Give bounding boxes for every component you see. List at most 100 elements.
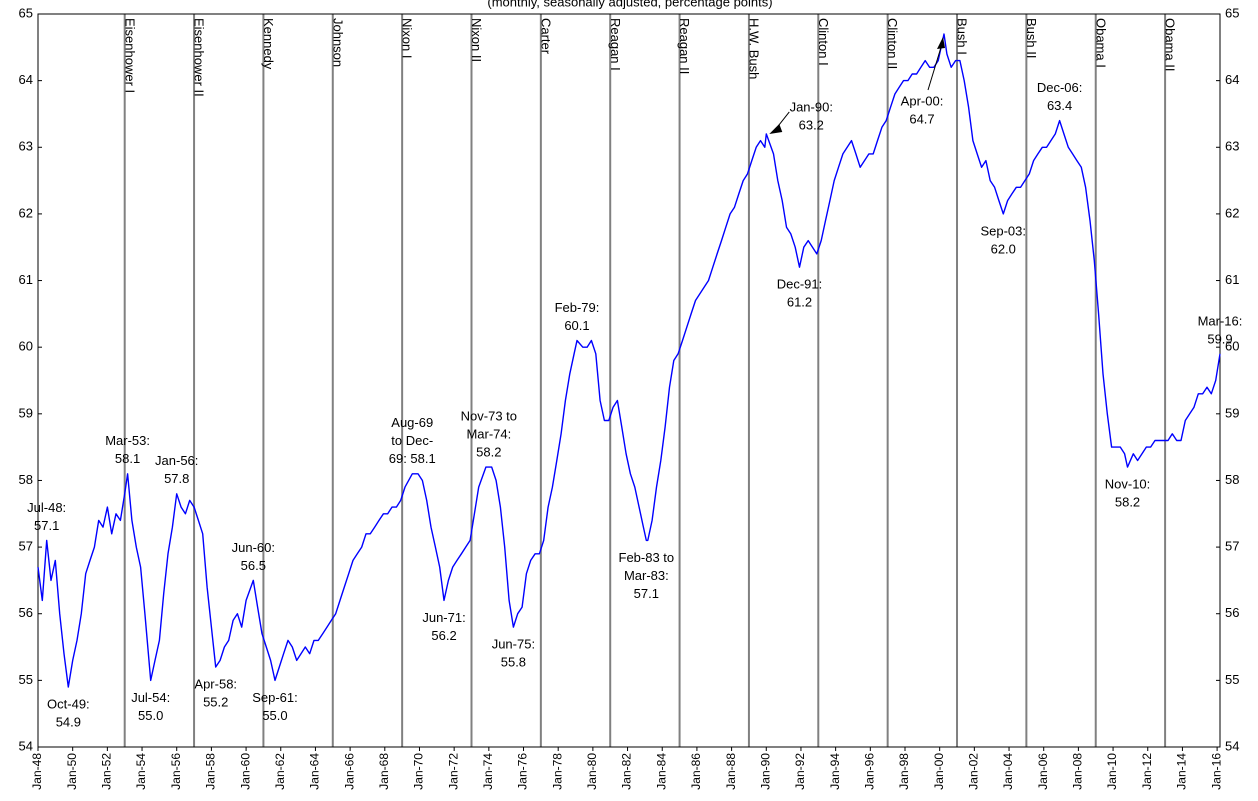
annotation-label: 60.1 <box>564 318 589 333</box>
x-tick-label: Jan-56 <box>169 753 183 790</box>
y-tick-label: 56 <box>1225 605 1239 620</box>
y-axis-right: 54 55 56 57 58 59 60 61 62 63 64 65 <box>1216 5 1239 753</box>
presidency-label: Obama I <box>1093 18 1108 68</box>
chart-subtitle: (monthly, seasonally adjusted, percentag… <box>487 0 772 9</box>
y-tick-label: 61 <box>1225 272 1239 287</box>
x-tick-label: Jan-72 <box>446 753 460 790</box>
annotation-label: 58.1 <box>115 451 140 466</box>
annotation-label: Jun-71: <box>422 610 465 625</box>
x-tick-label: Jan-70 <box>412 753 426 790</box>
x-tick-label: Jan-74 <box>481 753 495 790</box>
x-tick-label: Jan-84 <box>654 753 668 790</box>
annotation-label: Jul-54: <box>131 690 170 705</box>
presidency-label: Carter <box>538 18 553 55</box>
annotation-label: Apr-00: <box>901 93 944 108</box>
x-tick-label: Jan-66 <box>342 753 356 790</box>
x-tick-label: Jan-08 <box>1071 753 1085 790</box>
x-axis: Jan-48 Jan-50 Jan-52 Jan-54 Jan-56 Jan-58 Jan-… <box>30 747 1223 790</box>
annotation-label: Jul-48: <box>27 500 66 515</box>
x-tick-label: Jan-64 <box>308 753 322 790</box>
annotation-label: Sep-03: <box>980 223 1026 238</box>
presidency-dividers <box>123 14 1167 747</box>
annotation-label: 57.1 <box>634 586 659 601</box>
y-tick-label: 64 <box>1225 72 1239 87</box>
annotations: Jul-48: 57.1 Oct-49: 54.9 Mar-53: 58.1 Jul-54:… <box>27 36 1243 729</box>
annotation-label: Apr-58: <box>194 676 237 691</box>
annotation-label: 64.7 <box>909 111 934 126</box>
y-tick-label: 63 <box>1225 139 1239 154</box>
x-tick-label: Jan-60 <box>238 753 252 790</box>
y-tick-label: 55 <box>1225 672 1239 687</box>
x-tick-label: Jan-86 <box>689 753 703 790</box>
x-tick-label: Jan-48 <box>30 753 44 790</box>
y-tick-label: 59 <box>19 405 33 420</box>
x-tick-label: Jan-00 <box>932 753 946 790</box>
annotation-label: 58.2 <box>1115 495 1140 510</box>
x-tick-label: Jan-88 <box>724 753 738 790</box>
y-axis-left: 54 55 56 57 58 59 60 61 62 63 64 65 <box>19 5 42 753</box>
annotation-label: Feb-83 to <box>619 550 675 565</box>
annotation-label: Jan-56: <box>155 453 198 468</box>
y-tick-label: 62 <box>19 205 33 220</box>
annotation-label: Mar-74: <box>466 427 511 442</box>
annotation-label: 57.1 <box>34 518 59 533</box>
annotation-arrow <box>769 123 783 134</box>
presidency-label: Eisenhower II <box>192 18 207 97</box>
presidency-label: H.W. Bush <box>746 18 761 79</box>
y-tick-label: 64 <box>19 72 33 87</box>
annotation-label: Jun-60: <box>232 540 275 555</box>
annotation-leader <box>927 43 943 91</box>
x-tick-label: Jan-92 <box>793 753 807 790</box>
y-tick-label: 54 <box>1225 738 1239 753</box>
annotation-arrow <box>937 36 946 49</box>
x-tick-label: Jan-14 <box>1175 753 1189 790</box>
series-line <box>37 33 1221 688</box>
annotation-label: 54.9 <box>56 714 81 729</box>
presidency-label: Obama II <box>1163 18 1178 71</box>
y-tick-label: 62 <box>1225 205 1239 220</box>
y-tick-label: 60 <box>1225 339 1239 354</box>
presidency-label: Nixon II <box>469 18 484 62</box>
x-tick-label: Jan-52 <box>100 753 114 790</box>
annotation-label: Mar-16: <box>1198 313 1243 328</box>
annotation-label: 63.2 <box>799 117 824 132</box>
annotation-label: 55.0 <box>138 708 163 723</box>
y-tick-label: 63 <box>19 139 33 154</box>
x-tick-label: Jan-12 <box>1140 753 1154 790</box>
presidency-label: Bush II <box>1024 18 1039 58</box>
y-tick-label: 58 <box>1225 472 1239 487</box>
annotation-label: 56.2 <box>431 628 456 643</box>
annotation-label: Mar-83: <box>624 568 669 583</box>
x-tick-label: Jan-94 <box>828 753 842 790</box>
presidency-label: Reagan II <box>677 18 692 74</box>
x-tick-label: Jan-02 <box>967 753 981 790</box>
y-tick-label: 57 <box>19 539 33 554</box>
presidency-label: Johnson <box>330 18 345 67</box>
x-tick-label: Jan-76 <box>516 753 530 790</box>
annotation-label: 55.2 <box>203 694 228 709</box>
annotation-label: 56.5 <box>241 558 266 573</box>
annotation-label: Oct-49: <box>47 696 90 711</box>
x-tick-label: Jan-80 <box>585 753 599 790</box>
annotation-label: 55.8 <box>501 654 526 669</box>
x-tick-label: Jan-04 <box>1001 753 1015 790</box>
annotation-label: Jan-90: <box>790 99 833 114</box>
y-tick-label: 65 <box>19 5 33 20</box>
x-tick-label: Jan-10 <box>1105 753 1119 790</box>
annotation-label: Dec-06: <box>1037 80 1083 95</box>
annotation-label: 58.2 <box>476 445 501 460</box>
annotation-label: Dec-91: <box>777 277 823 292</box>
presidency-label: Clinton I <box>816 18 831 66</box>
plot-area <box>37 13 1221 748</box>
annotation-label: 62.0 <box>991 241 1016 256</box>
x-tick-label: Jan-54 <box>134 753 148 790</box>
annotation-label: 57.8 <box>164 471 189 486</box>
x-tick-label: Jan-62 <box>273 753 287 790</box>
annotation-label: to Dec- <box>391 433 433 448</box>
presidency-label: Clinton II <box>885 18 900 69</box>
x-tick-label: Jan-06 <box>1036 753 1050 790</box>
x-tick-label: Jan-16 <box>1209 753 1223 790</box>
presidency-label: Reagan I <box>608 18 623 71</box>
y-tick-label: 55 <box>19 672 33 687</box>
